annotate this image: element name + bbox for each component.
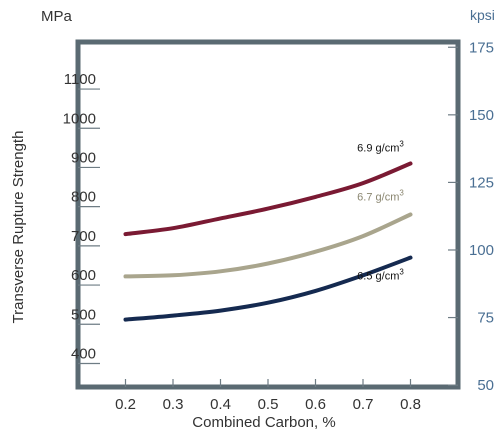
y-tick-label: 1000 (63, 110, 96, 127)
x-tick-label: 0.8 (400, 396, 421, 413)
series-label-superscript: 3 (399, 189, 404, 198)
series-label-superscript: 3 (399, 268, 404, 277)
series-label-text: 6.7 g/cm (357, 192, 399, 204)
y2-tick-label: 150 (469, 107, 494, 124)
y-axis-unit-right: kpsi (470, 7, 495, 23)
y2-tick-label: 50 (477, 377, 494, 394)
y-tick-label: 400 (71, 345, 96, 362)
y-tick-label: 1100 (64, 71, 96, 88)
x-tick-label: 0.5 (258, 396, 279, 413)
left-axis: 400 500 600 700 800 900 1000 1100 (63, 71, 100, 365)
x-tick-label: 0.7 (353, 396, 374, 413)
series-label: 6.9 g/cm3 (357, 140, 404, 155)
bottom-axis: 0.2 0.3 0.4 0.5 0.6 0.7 0.8 (115, 379, 421, 413)
y-tick-label: 800 (71, 189, 96, 206)
y-tick-label: 600 (71, 267, 96, 284)
x-tick-label: 0.3 (163, 396, 184, 413)
y2-tick-label: 75 (477, 310, 494, 327)
x-tick-label: 0.2 (115, 396, 136, 413)
y2-tick-label: 125 (469, 174, 494, 191)
plot-frame (75, 39, 461, 390)
y-tick-label: 700 (71, 228, 96, 245)
x-tick-label: 0.4 (210, 396, 231, 413)
series-label-text: 6.5 g/cm (357, 271, 399, 283)
y-axis-title: Transverse Rupture Strength (10, 131, 27, 324)
series-line (123, 255, 413, 322)
series-line (123, 161, 413, 237)
series-label: 6.5 g/cm3 (357, 268, 404, 283)
x-tick-label: 0.6 (305, 396, 326, 413)
series-label: 6.7 g/cm3 (357, 189, 404, 204)
series-label-superscript: 3 (399, 140, 404, 149)
y-axis-unit-left: MPa (41, 8, 73, 25)
y-tick-label: 900 (71, 149, 96, 166)
series-label-text: 6.9 g/cm (357, 143, 399, 155)
y-tick-label: 500 (71, 306, 96, 323)
y2-tick-label: 100 (469, 242, 494, 259)
x-axis-title: Combined Carbon, % (192, 414, 335, 431)
y2-tick-label: 175 (469, 39, 494, 56)
series-line (123, 212, 413, 279)
right-axis: 50 75 100 125 150 175 (448, 39, 494, 394)
